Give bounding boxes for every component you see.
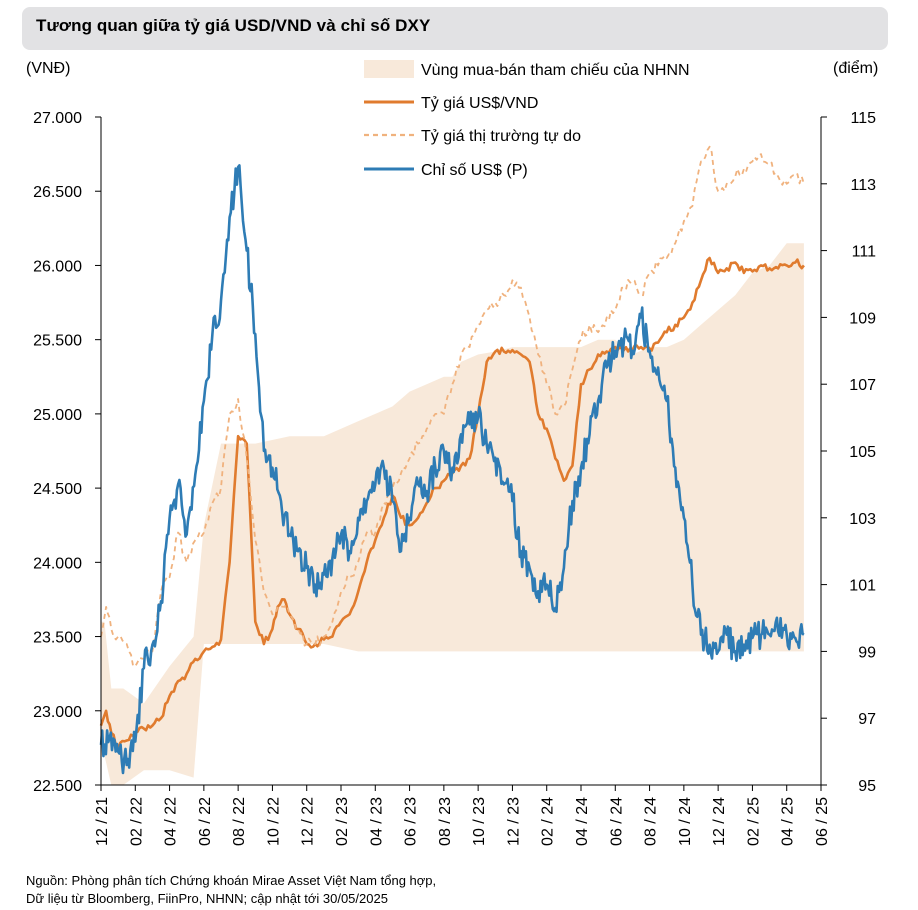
legend-label: Tỷ giá thị trường tự do [421,128,581,145]
legend-swatch-band [364,60,414,78]
legend-label: Chỉ số US$ (P) [421,162,528,179]
x-tick-label: 02 / 25 [745,797,762,846]
source-note: Nguồn: Phòng phân tích Chứng khoán Mirae… [26,872,436,908]
x-tick-label: 04 / 23 [368,797,385,846]
legend-label: Tỷ giá US$/VND [421,95,538,112]
x-tick-label: 12 / 23 [505,797,522,846]
right-tick-label: 97 [858,711,876,728]
source-line-2: Dữ liệu từ Bloomberg, FiinPro, NHNN; cập… [26,891,388,906]
right-tick-label: 95 [858,778,876,795]
right-tick-label: 105 [849,444,876,461]
left-tick-label: 24.500 [33,481,82,498]
right-tick-label: 113 [850,177,876,194]
free-market-rate-line [100,145,805,668]
series-lines-layer [99,145,805,775]
source-line-1: Nguồn: Phòng phân tích Chứng khoán Mirae… [26,873,437,888]
legend: Vùng mua-bán tham chiếu của NHNN Tỷ giá U… [364,60,690,179]
x-tick-label: 12 / 22 [300,797,317,846]
left-tick-label: 23.500 [33,630,82,647]
right-tick-label: 103 [849,511,876,528]
axes-layer: 22.500 23.000 23.500 24.000 24.500 25.000 25.5… [33,110,876,846]
right-tick-label: 111 [852,244,876,261]
x-tick-label: 04 / 25 [780,797,797,846]
reference-band-layer [101,243,804,785]
x-tick-label: 10 / 22 [265,797,282,846]
x-tick-label: 08 / 24 [643,797,660,846]
left-tick-label: 24.000 [33,555,82,572]
x-tick-label: 04 / 22 [163,797,180,846]
x-tick-label: 08 / 23 [437,797,454,846]
right-axis-unit: (điểm) [833,60,879,77]
left-tick-label: 22.500 [33,778,82,795]
x-tick-label: 12 / 24 [711,797,728,846]
dxy-index-line [99,164,805,775]
left-axis-unit: (VNĐ) [26,60,71,77]
x-tick-label: 06 / 22 [197,797,214,846]
left-tick-label: 25.500 [33,333,82,350]
right-tick-label: 99 [858,644,876,661]
left-tick-label: 26.500 [33,184,82,201]
x-tick-label: 02 / 24 [540,797,557,846]
x-tick-label: 08 / 22 [231,797,248,846]
x-tick-label: 02 / 22 [128,797,145,846]
x-tick-label: 06 / 24 [608,797,625,846]
left-tick-label: 26.000 [33,258,82,275]
right-tick-label: 109 [849,310,876,327]
x-tick-label: 12 / 21 [94,797,111,846]
left-tick-label: 25.000 [33,407,82,424]
right-tick-label: 107 [849,377,876,394]
x-tick-label: 02 / 23 [334,797,351,846]
x-tick-label: 06 / 25 [814,797,831,846]
legend-label: Vùng mua-bán tham chiếu của NHNN [421,62,690,79]
x-tick-label: 10 / 24 [677,797,694,846]
right-tick-label: 115 [850,110,876,127]
left-tick-label: 27.000 [33,110,82,127]
x-tick-label: 06 / 23 [403,797,420,846]
x-tick-label: 04 / 24 [574,797,591,846]
left-tick-label: 23.000 [33,704,82,721]
right-tick-label: 101 [849,578,876,595]
reference-band-area [101,243,804,785]
x-tick-label: 10 / 23 [471,797,488,846]
chart-title: Tương quan giữa tỷ giá USD/VND và chỉ số… [22,7,888,50]
